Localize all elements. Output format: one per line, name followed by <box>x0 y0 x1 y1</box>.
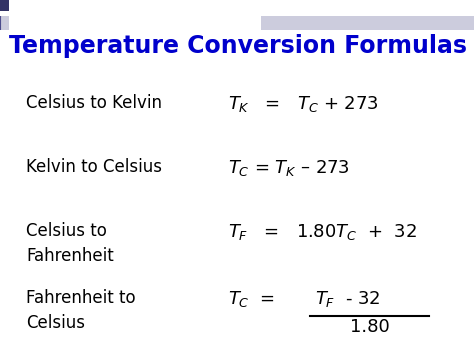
Bar <box>1 16 5 30</box>
Bar <box>3 16 8 30</box>
Bar <box>4 16 9 30</box>
Bar <box>2 16 6 30</box>
Bar <box>1 16 6 30</box>
Bar <box>0 16 5 30</box>
Text: $T_F$  - 32: $T_F$ - 32 <box>315 289 381 309</box>
Bar <box>3 16 8 30</box>
Text: 1.80: 1.80 <box>350 318 390 336</box>
Bar <box>4 16 9 30</box>
Bar <box>0 16 5 30</box>
Bar <box>2 16 6 30</box>
Bar <box>3 16 8 30</box>
Bar <box>3 16 7 30</box>
Bar <box>1 16 6 30</box>
Bar <box>1 16 6 30</box>
Bar <box>3 16 8 30</box>
Bar <box>3 16 8 30</box>
Text: $T_K$   =   $T_C$ + 273: $T_K$ = $T_C$ + 273 <box>228 94 378 114</box>
Bar <box>0 16 4 30</box>
Bar <box>3 16 8 30</box>
Text: $T_C$  =: $T_C$ = <box>228 289 276 309</box>
Bar <box>0 16 5 30</box>
Bar <box>0 16 4 30</box>
Bar <box>0 16 5 30</box>
Bar <box>1 16 6 30</box>
Bar <box>4 16 9 30</box>
Bar <box>4 16 8 30</box>
Bar <box>1 16 6 30</box>
Bar <box>4 16 9 30</box>
Bar <box>2 16 7 30</box>
Bar <box>4 16 8 30</box>
Bar <box>3 16 7 30</box>
Bar <box>2 16 7 30</box>
Bar <box>1 16 5 30</box>
Bar <box>0 0 9 11</box>
Bar <box>3 16 8 30</box>
Bar <box>0 16 5 30</box>
Bar <box>2 16 7 30</box>
Bar <box>2 16 6 30</box>
Text: $T_C$ = $T_K$ – 273: $T_C$ = $T_K$ – 273 <box>228 158 349 178</box>
Bar <box>3 16 7 30</box>
Bar <box>2 16 6 30</box>
Bar <box>4 16 8 30</box>
Bar <box>2 16 7 30</box>
Bar <box>1 16 6 30</box>
Bar <box>3 16 7 30</box>
Bar <box>1 16 5 30</box>
Bar <box>1 16 5 30</box>
Text: $T_F$   =   1.80$T_C$  +  32: $T_F$ = 1.80$T_C$ + 32 <box>228 222 417 242</box>
Text: Celsius to Kelvin: Celsius to Kelvin <box>26 94 162 112</box>
Bar <box>1 16 5 30</box>
Bar <box>4 16 9 30</box>
Bar <box>261 16 474 30</box>
Bar <box>0 16 5 30</box>
Bar <box>0 16 5 30</box>
Bar <box>4 16 8 30</box>
Text: Temperature Conversion Formulas: Temperature Conversion Formulas <box>9 34 467 58</box>
Bar <box>0 16 4 30</box>
Bar <box>2 16 6 30</box>
Bar <box>1 16 6 30</box>
Bar <box>3 16 7 30</box>
Bar <box>3 16 8 30</box>
Bar <box>2 16 7 30</box>
Bar <box>2 16 6 30</box>
Text: Fahrenheit to
Celsius: Fahrenheit to Celsius <box>26 289 136 332</box>
Bar <box>2 16 7 30</box>
Bar <box>3 16 7 30</box>
Bar <box>2 16 7 30</box>
Bar <box>1 16 5 30</box>
Text: Celsius to
Fahrenheit: Celsius to Fahrenheit <box>26 222 114 265</box>
Text: Kelvin to Celsius: Kelvin to Celsius <box>26 158 162 176</box>
Bar <box>4 16 8 30</box>
